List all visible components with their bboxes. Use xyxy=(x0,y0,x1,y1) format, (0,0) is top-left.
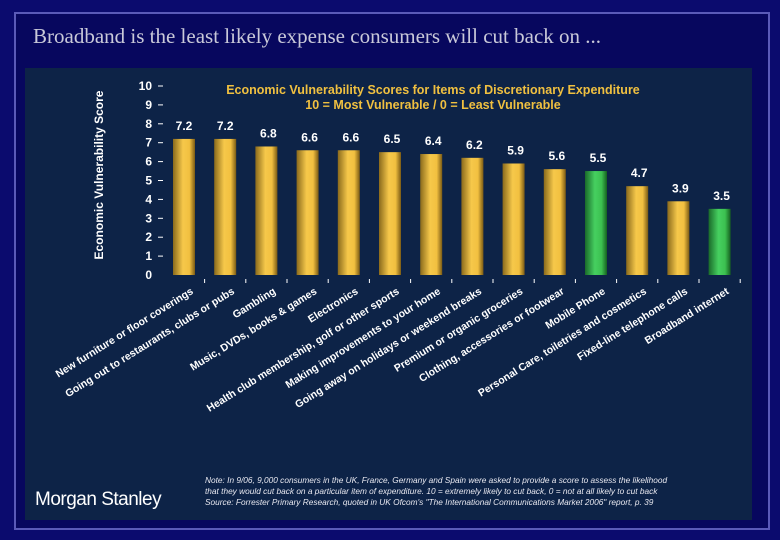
data-label: 7.2 xyxy=(217,119,234,133)
bar xyxy=(255,146,278,275)
bar xyxy=(173,138,195,275)
chart-title: Economic Vulnerability Scores for Items … xyxy=(226,83,640,97)
bar xyxy=(296,150,319,275)
bar xyxy=(420,154,443,275)
data-label: 6.2 xyxy=(466,138,483,152)
morgan-stanley-logo: Morgan Stanley xyxy=(35,489,162,510)
data-label: 5.9 xyxy=(507,143,524,157)
data-label: 3.5 xyxy=(713,189,730,203)
bar xyxy=(667,201,690,275)
footnote-line: that they would cut back on a particular… xyxy=(205,486,658,496)
bar xyxy=(214,138,237,275)
y-tick-label: 8 xyxy=(145,117,152,131)
footnote: Note: In 9/06, 9,000 consumers in the UK… xyxy=(205,475,667,508)
x-category-label: Going out to restaurants, clubs or pubs xyxy=(63,285,237,400)
data-label: 4.7 xyxy=(631,166,648,180)
data-label: 6.6 xyxy=(301,130,318,144)
y-tick-label: 0 xyxy=(145,268,152,282)
chart-panel xyxy=(25,68,752,520)
data-label: 3.9 xyxy=(672,181,689,195)
data-label: 6.8 xyxy=(260,126,277,140)
data-label: 5.6 xyxy=(548,149,565,163)
bar xyxy=(502,163,525,275)
slide-title: Broadband is the least likely expense co… xyxy=(33,24,602,48)
bar xyxy=(461,157,484,275)
y-tick-label: 1 xyxy=(145,249,152,263)
footnote-line: Source: Forrester Primary Research, quot… xyxy=(205,497,654,507)
y-tick-label: 4 xyxy=(145,192,152,206)
chart-subtitle: 10 = Most Vulnerable / 0 = Least Vulnera… xyxy=(305,98,560,112)
y-tick-label: 10 xyxy=(139,79,153,93)
y-tick-label: 7 xyxy=(145,136,152,150)
y-tick-label: 2 xyxy=(145,230,152,244)
data-label: 7.2 xyxy=(176,119,193,133)
bar xyxy=(626,186,649,275)
y-tick-label: 9 xyxy=(145,98,152,112)
footnote-line: Note: In 9/06, 9,000 consumers in the UK… xyxy=(205,475,668,485)
data-label: 6.4 xyxy=(425,134,442,148)
y-axis-label: Economic Vulnerability Score xyxy=(92,90,106,259)
data-label: 6.5 xyxy=(384,132,401,146)
data-label: 6.6 xyxy=(342,130,359,144)
y-tick-label: 5 xyxy=(145,174,152,188)
bar xyxy=(585,171,607,275)
bar xyxy=(379,152,401,275)
y-tick-label: 6 xyxy=(145,155,152,169)
x-category-label: Going away on holidays or weekend breaks xyxy=(293,285,484,411)
bar xyxy=(543,169,566,275)
y-tick-label: 3 xyxy=(145,211,152,225)
bar xyxy=(708,208,731,275)
bar xyxy=(337,150,360,275)
data-label: 5.5 xyxy=(590,151,607,165)
